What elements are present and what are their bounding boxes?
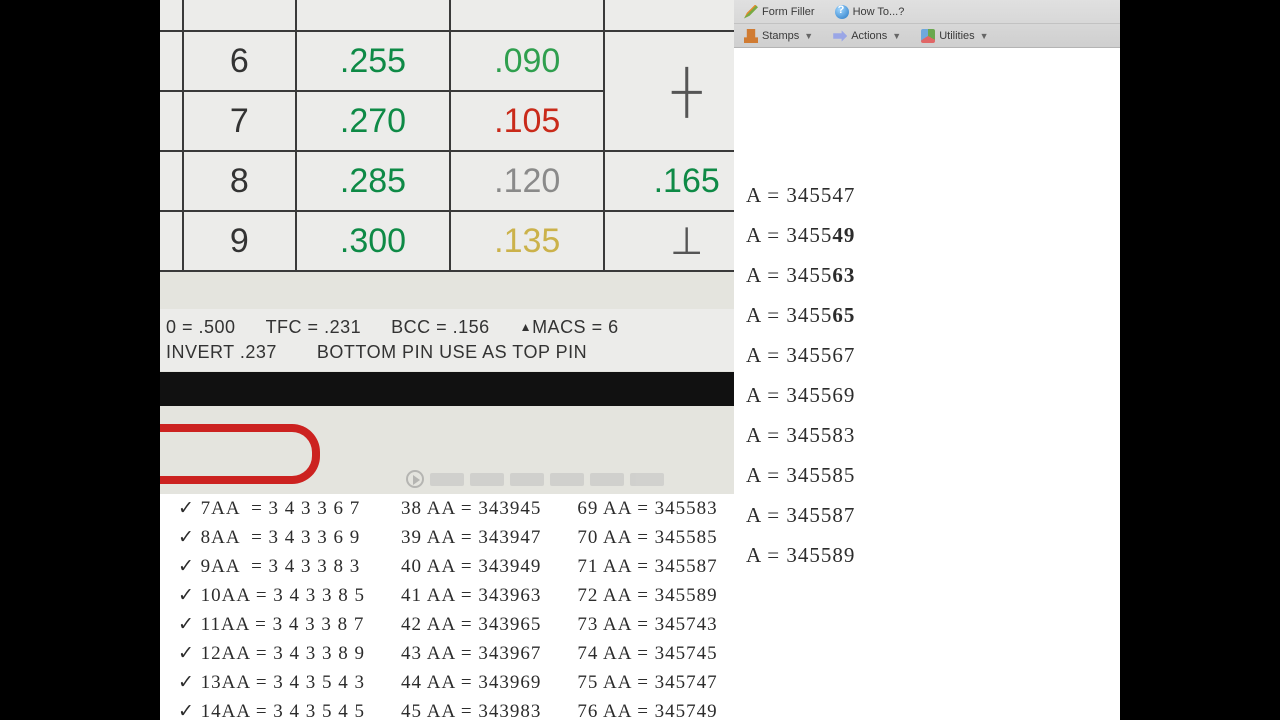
form-filler-button[interactable]: Form Filler [740, 4, 819, 20]
hand-line: 39 AA = 343947 [401, 523, 541, 552]
hand-line: 42 AA = 343965 [401, 610, 541, 639]
pencil-icon [744, 5, 758, 19]
cell: .135 [450, 211, 604, 271]
cell: .285 [296, 151, 450, 211]
cell: .300 [296, 211, 450, 271]
cell: 5 [160, 31, 183, 91]
hand-line: 40 AA = 343949 [401, 552, 541, 581]
how-to-button[interactable]: How To...? [831, 4, 909, 20]
hand-line: A = 345567 [746, 335, 855, 375]
footer-bottom-pin: BOTTOM PIN USE AS TOP PIN [317, 342, 587, 363]
stage: 5 6 .255 .090 ┼ 0 7 .270 .105 5 8 [0, 0, 1280, 720]
chevron-down-icon: ▼ [980, 31, 989, 41]
chevron-down-icon: ▼ [892, 31, 901, 41]
thumb[interactable] [630, 473, 664, 486]
perp-icon: ⊥ [604, 211, 734, 271]
hand-line: 69 AA = 345583 [577, 494, 717, 523]
hand-line: A = 345569 [746, 375, 855, 415]
cell: 5 [160, 151, 183, 211]
hand-line: 71 AA = 345587 [577, 552, 717, 581]
cell: 8 [183, 151, 296, 211]
hand-line: 70 AA = 345585 [577, 523, 717, 552]
hand-line: 45 AA = 343983 [401, 697, 541, 720]
handwritten-bottom-list: ✓ 7AA = 3 4 3 3 6 7✓ 8AA = 3 4 3 3 6 9✓ … [178, 494, 718, 720]
cell: .120 [450, 151, 604, 211]
cell: .105 [450, 91, 604, 151]
pin-row: 5 8 .285 .120 .165 [160, 151, 734, 211]
thumb[interactable] [510, 473, 544, 486]
cell: 6 [183, 31, 296, 91]
help-icon [835, 5, 849, 19]
hand-line: A = 345565 [746, 295, 855, 335]
pin-row: 5 6 .255 .090 ┼ [160, 31, 734, 91]
hand-line: ✓ 11AA = 3 4 3 3 8 7 [178, 610, 365, 639]
thumb[interactable] [590, 473, 624, 486]
chevron-down-icon: ▼ [804, 31, 813, 41]
footer-bcc: BCC = .156 [391, 317, 490, 338]
cell: 0 [160, 91, 183, 151]
cell: 9 [183, 211, 296, 271]
card-red-logo [160, 424, 320, 484]
cell: 0 [160, 211, 183, 271]
hand-line: ✓ 9AA = 3 4 3 3 8 3 [178, 552, 365, 581]
hand-line: A = 345587 [746, 495, 855, 535]
cell: .255 [296, 31, 450, 91]
hand-line: 76 AA = 345749 [577, 697, 717, 720]
hand-line: 74 AA = 345745 [577, 639, 717, 668]
footer-invert: INVERT .237 [166, 342, 277, 363]
cell: 7 [183, 91, 296, 151]
pin-row: 0 9 .300 .135 ⊥ [160, 211, 734, 271]
hand-line: ✓ 14AA = 3 4 3 5 4 5 [178, 697, 365, 720]
hand-line: 73 AA = 345743 [577, 610, 717, 639]
hand-line: A = 345563 [746, 255, 855, 295]
letterbox-right [1120, 0, 1280, 720]
actions-button[interactable]: Actions▼ [829, 28, 905, 44]
hand-line: 72 AA = 345589 [577, 581, 717, 610]
crosshair-icon: ┼ [604, 31, 734, 151]
slide-thumbnails[interactable] [406, 470, 664, 488]
thumb[interactable] [430, 473, 464, 486]
utilities-icon [921, 29, 935, 43]
hand-line: 43 AA = 343967 [401, 639, 541, 668]
utilities-button[interactable]: Utilities▼ [917, 28, 992, 44]
hand-line: ✓ 12AA = 3 4 3 3 8 9 [178, 639, 365, 668]
footer-tfc: TFC = .231 [266, 317, 362, 338]
thumb[interactable] [470, 473, 504, 486]
hand-line: A = 345583 [746, 415, 855, 455]
cell: .090 [450, 31, 604, 91]
pin-card-photo: 5 6 .255 .090 ┼ 0 7 .270 .105 5 8 [160, 0, 734, 494]
footer-macs: ▲MACS = 6 [520, 317, 619, 338]
hand-line: ✓ 7AA = 3 4 3 3 6 7 [178, 494, 365, 523]
hand-line: A = 345547 [746, 175, 855, 215]
play-icon[interactable] [406, 470, 424, 488]
stamps-button[interactable]: Stamps▼ [740, 28, 817, 44]
handwritten-right-list: A = 345547A = 345549A = 345563A = 345565… [746, 175, 855, 575]
hand-line: ✓ 13AA = 3 4 3 5 4 3 [178, 668, 365, 697]
thumb[interactable] [550, 473, 584, 486]
action-icon [833, 29, 847, 43]
hand-line: 38 AA = 343945 [401, 494, 541, 523]
card-footer: 0 = .500 TFC = .231 BCC = .156 ▲MACS = 6… [160, 309, 734, 371]
hand-line: 75 AA = 345747 [577, 668, 717, 697]
footer-eq500: 0 = .500 [166, 317, 236, 338]
hand-line: A = 345585 [746, 455, 855, 495]
pdf-toolbar: Form Filler How To...? Stamps▼ Actions▼ … [734, 0, 1120, 48]
pin-row-top [160, 0, 734, 31]
pin-table: 5 6 .255 .090 ┼ 0 7 .270 .105 5 8 [160, 0, 734, 272]
stamp-icon [744, 29, 758, 43]
hand-line: A = 345549 [746, 215, 855, 255]
content-area: 5 6 .255 .090 ┼ 0 7 .270 .105 5 8 [160, 0, 1120, 720]
letterbox-left [0, 0, 160, 720]
hand-line: A = 345589 [746, 535, 855, 575]
card-black-strip [160, 372, 734, 406]
cell: .270 [296, 91, 450, 151]
hand-line: ✓ 8AA = 3 4 3 3 6 9 [178, 523, 365, 552]
hand-line: 44 AA = 343969 [401, 668, 541, 697]
hand-line: ✓ 10AA = 3 4 3 3 8 5 [178, 581, 365, 610]
cell: .165 [604, 151, 734, 211]
hand-line: 41 AA = 343963 [401, 581, 541, 610]
